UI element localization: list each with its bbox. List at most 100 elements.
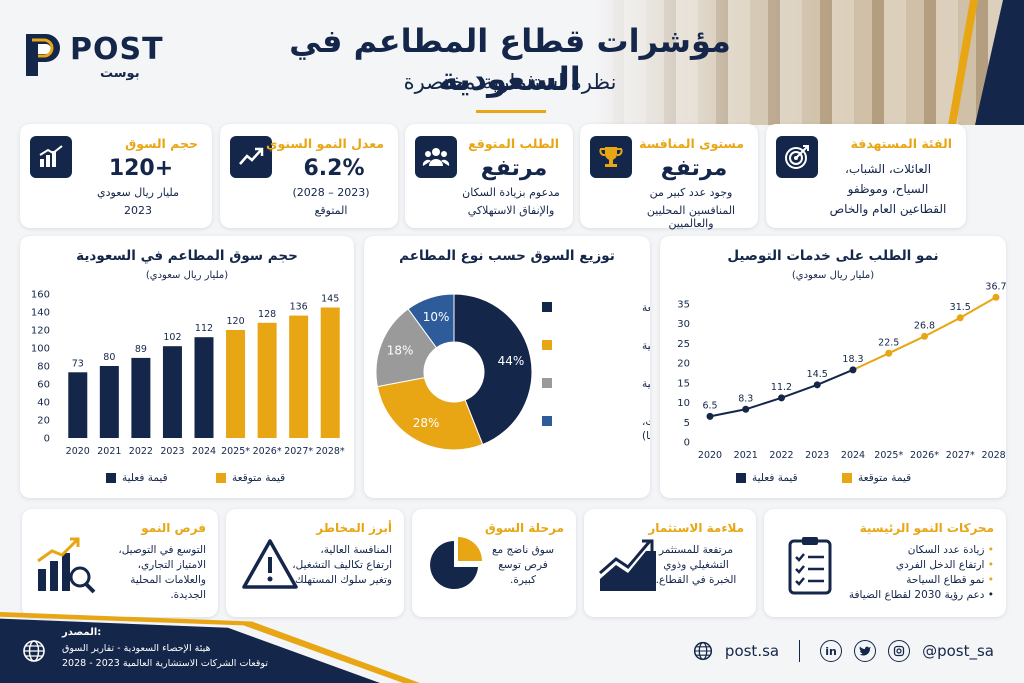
- y-tick-label: 20: [37, 416, 50, 427]
- info-line-text: نمو قطاع السياحة: [906, 574, 985, 586]
- x-tick-label: 2027*: [946, 450, 975, 461]
- info-line: الامتياز التجاري،: [137, 559, 206, 571]
- kpi-market-size: حجم السوق +120 مليار ريال سعودي 2023: [20, 124, 212, 228]
- pie-slice-label: 18%: [387, 344, 414, 358]
- legend-swatch: [842, 473, 852, 483]
- rising-chart-icon: [599, 539, 656, 591]
- kpi-value: مرتفع: [660, 156, 728, 181]
- y-tick-label: 5: [684, 418, 690, 429]
- y-tick-label: 10: [677, 398, 690, 409]
- kpi-line: السياح، وموظفو: [847, 182, 929, 196]
- target-icon: [776, 136, 818, 178]
- source-label: المصدر:: [62, 627, 102, 638]
- kpi-line: المتوقع: [314, 204, 348, 217]
- bar-value-label: 80: [103, 352, 115, 363]
- info-line: وتغير سلوك المستهلك.: [291, 574, 392, 586]
- info-head: ملاءمة الاستثمار: [648, 521, 744, 535]
- y-tick-label: 35: [677, 300, 690, 311]
- pie-slice: [407, 293, 455, 349]
- info-line: فرص توسع: [498, 559, 548, 571]
- data-point: [742, 405, 750, 413]
- chart-title: حجم سوق المطاعم في السعودية: [76, 248, 298, 264]
- x-tick-label: 2020: [66, 446, 90, 457]
- website-link[interactable]: post.sa: [724, 642, 780, 660]
- market-distribution-pie: 44% 28% 18% 10% المطاعم السريعة المطاعم غير ا…: [375, 293, 650, 451]
- info-key-risks: أبرز المخاطر المنافسة العالية، ارتفاع تك…: [226, 509, 404, 617]
- y-tick-label: 40: [37, 398, 50, 409]
- x-tick-label: 2023: [805, 450, 829, 461]
- social-handle[interactable]: @post_sa: [922, 642, 994, 660]
- trophy-icon: [590, 136, 632, 178]
- series-line-segment: [959, 296, 997, 319]
- bar: [131, 357, 151, 438]
- info-body: مرتفعة للمستثمر التشغيلي وذوي الخبرة في …: [648, 543, 744, 588]
- kpi-head: معدل النمو السنوي: [266, 136, 384, 151]
- info-head: مرحلة السوق: [485, 521, 564, 535]
- twitter-icon[interactable]: [854, 640, 877, 662]
- info-body: المنافسة العالية، ارتفاع تكاليف التشغيل،…: [274, 543, 392, 588]
- info-line: الجديدة.: [170, 589, 206, 601]
- data-point: [956, 314, 964, 322]
- legend-label: قيمة فعلية: [122, 472, 168, 484]
- info-investment-fit: ملاءمة الاستثمار مرتفعة للمستثمر التشغيل…: [584, 509, 756, 617]
- info-line: التشغيلي وذوي: [663, 559, 729, 571]
- bar: [162, 346, 182, 438]
- info-line: • زيادة عدد السكان: [907, 544, 994, 556]
- legend-label: مطابخ سحابية وغيرها): [642, 430, 650, 442]
- info-line-text: زيادة عدد السكان: [907, 544, 985, 556]
- checklist-icon: [788, 537, 832, 595]
- legend-label: المطاعم الراقية: [642, 378, 650, 390]
- kpi-value: 6.2%: [303, 156, 365, 181]
- y-tick-label: 0: [44, 434, 50, 445]
- info-line: • ارتفاع الدخل الفردي: [895, 559, 994, 571]
- kpi-head: الفئة المستهدفة: [850, 136, 952, 151]
- info-line: المنافسة العالية،: [320, 544, 392, 556]
- market-size-bar-chart: 0 20 40 60 80 100 120 140 160 73 2020 80 2021 89 2022 1…: [31, 290, 345, 458]
- bar-value-label: 112: [195, 323, 213, 334]
- legend-label: قيمة متوقعة: [858, 472, 912, 484]
- info-line: كبيرة.: [510, 574, 536, 586]
- linkedin-icon[interactable]: in: [820, 640, 843, 662]
- info-line: ارتفاع تكاليف التشغيل،: [292, 559, 392, 571]
- info-line: مرتفعة للمستثمر: [659, 544, 733, 556]
- y-tick-label: 160: [31, 290, 50, 301]
- bar-value-label: 73: [72, 358, 84, 369]
- kpi-competition: مستوى المنافسة مرتفع وجود عدد كبير من ال…: [580, 124, 758, 230]
- info-line: • نمو قطاع السياحة: [906, 574, 994, 586]
- series-line-segment: [745, 396, 782, 411]
- info-market-stage: مرحلة السوق سوق ناضج مع فرص توسع كبيرة.: [412, 509, 576, 617]
- pie-slice-label: 28%: [413, 416, 440, 430]
- y-tick-label: 120: [31, 326, 50, 337]
- info-head: محركات النمو الرئيسية: [859, 521, 994, 535]
- point-value-label: 26.8: [914, 320, 935, 331]
- kpi-line: (2023 – 2028): [292, 186, 370, 199]
- kpi-line: وجود عدد كبير من: [649, 186, 733, 199]
- x-tick-label: 2024: [841, 450, 865, 461]
- kpi-line: العائلات، الشباب،: [844, 162, 932, 176]
- legend-swatch: [542, 302, 552, 312]
- data-point: [849, 366, 857, 374]
- growth-magnifier-icon: [37, 537, 96, 594]
- series-line-segment: [709, 408, 746, 418]
- instagram-icon[interactable]: [888, 640, 911, 662]
- bar-value-label: 89: [135, 344, 147, 355]
- legend-forecast: قيمة متوقعة: [842, 472, 911, 484]
- bar: [226, 330, 246, 438]
- bar: [257, 322, 277, 438]
- legend-swatch: [216, 473, 226, 483]
- legend-swatch: [542, 416, 552, 426]
- delivery-growth-line-chart: 0 5 10 15 20 25 30 35 6.5 2020 8.3 2021 11.2 2022 14.5…: [677, 281, 1006, 461]
- trend-up-icon: [230, 136, 272, 178]
- page-title: مؤشرات قطاع المطاعم في السعودية: [289, 22, 731, 98]
- x-tick-label: 2024: [192, 446, 216, 457]
- info-line: الخبرة في القطاع.: [655, 574, 737, 586]
- data-point: [992, 293, 1000, 301]
- bar: [320, 307, 340, 438]
- series-line-segment: [888, 335, 925, 355]
- y-tick-label: 25: [677, 339, 690, 350]
- bar-value-label: 145: [321, 294, 339, 305]
- info-line: التوسع في التوصيل،: [118, 544, 206, 556]
- pie-slice-label: 10%: [423, 310, 450, 324]
- bar: [68, 372, 88, 438]
- bar: [194, 337, 214, 438]
